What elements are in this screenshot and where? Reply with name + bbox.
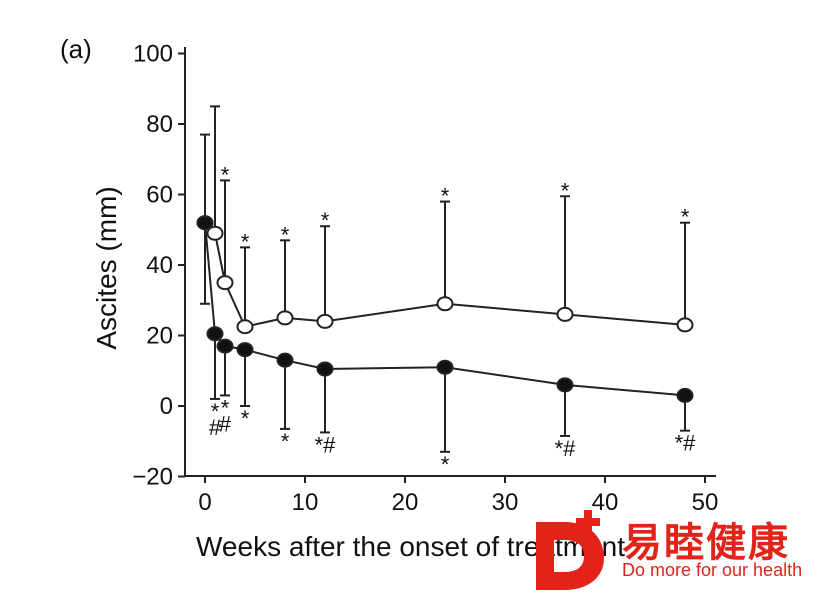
point-filled [196,215,214,231]
point-filled [676,387,694,403]
y-tick-label: 60 [146,182,173,209]
significance-label: * [221,395,230,420]
point-open [676,317,694,333]
watermark-name: 易睦健康 [622,520,790,566]
significance-label: * [281,429,290,454]
y-axis-title: Ascites (mm) [91,186,122,349]
d-plus-logo-icon [536,510,604,590]
significance-label: * [321,208,330,233]
point-open [236,319,254,335]
watermark-logo: 易睦健康 Do more for our health [534,508,822,592]
significance-label: * [441,184,450,209]
significance-label: * [561,178,570,203]
x-tick-label: 40 [592,489,619,516]
watermark-tagline: Do more for our health [622,560,803,580]
y-tick-label: 20 [146,323,173,350]
significance-label: * [441,452,450,477]
y-tick-label: −20 [132,464,173,491]
axes: −20 0 20 40 60 80 100 0 10 20 30 40 50 [132,41,718,517]
point-filled [316,361,334,377]
panel-label: (a) [60,34,92,64]
significance-label: * [211,399,220,424]
point-filled [436,359,454,375]
significance-label: *# [675,431,697,456]
y-tick-label: 40 [146,252,173,279]
point-open [556,306,574,322]
x-tick-label: 30 [492,489,519,516]
significance-label: * [221,162,230,187]
point-filled [276,352,294,368]
significance-label: * [681,205,690,230]
x-tick-label: 50 [692,489,719,516]
y-tick-label: 0 [160,393,173,420]
significance-label: # [209,415,222,440]
point-open [436,296,454,312]
significance-label: # [219,411,232,436]
point-filled [556,377,574,393]
point-open [316,313,334,329]
x-tick-label: 20 [392,489,419,516]
y-tick-label: 80 [146,111,173,138]
significance-label: * [281,222,290,247]
point-open [216,275,234,291]
point-open [276,310,294,326]
x-tick-label: 10 [292,489,319,516]
significance-label: *# [315,432,337,457]
significance-label: * [241,406,250,431]
point-filled [236,342,254,358]
point-open [206,225,224,241]
significance-label: * [241,229,250,254]
point-filled [216,338,234,354]
x-tick-label: 0 [198,489,211,516]
significance-label: *# [555,436,577,461]
data-series: ** *** ***#*# ** *#**# *# [196,105,697,477]
point-filled [206,326,224,342]
y-tick-label: 100 [133,41,173,68]
